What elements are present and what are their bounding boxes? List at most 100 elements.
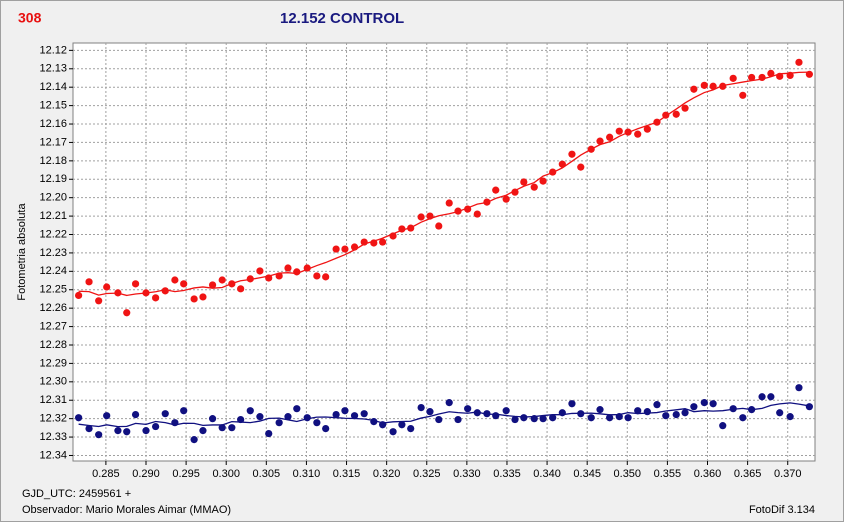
data-point <box>709 82 717 90</box>
data-point <box>417 213 425 221</box>
data-point <box>530 415 538 423</box>
data-point <box>681 409 689 417</box>
data-point <box>379 238 387 246</box>
data-point <box>142 427 150 435</box>
data-point <box>407 424 415 433</box>
data-point <box>370 239 378 247</box>
data-point <box>85 278 93 286</box>
data-point <box>417 403 425 412</box>
data-point <box>767 393 775 401</box>
software: FotoDif 3.134 <box>749 504 815 516</box>
data-point <box>95 297 103 305</box>
data-point <box>729 405 737 413</box>
data-point <box>805 70 813 78</box>
data-point <box>587 414 595 422</box>
x-tick-label: 0.285 <box>92 468 120 480</box>
data-point <box>776 409 784 417</box>
data-point <box>596 406 604 414</box>
data-point <box>624 128 632 136</box>
data-point <box>123 309 131 317</box>
data-point <box>709 400 717 408</box>
data-point <box>672 410 680 419</box>
data-point <box>75 414 83 422</box>
data-point <box>293 405 301 413</box>
data-point <box>473 210 481 218</box>
data-point <box>690 85 698 93</box>
x-tick-label: 0.300 <box>212 468 240 480</box>
data-point <box>303 264 311 272</box>
data-point <box>398 225 406 233</box>
trend-line <box>78 71 810 297</box>
data-point <box>256 267 264 275</box>
data-point <box>729 74 737 82</box>
data-point <box>180 407 188 415</box>
data-point <box>492 186 500 194</box>
data-point <box>341 407 349 415</box>
data-point <box>719 422 727 430</box>
data-point <box>161 410 169 418</box>
data-point <box>454 415 462 424</box>
data-point <box>568 150 576 158</box>
data-point <box>389 428 397 436</box>
y-tick-label: 12.13 <box>39 63 67 75</box>
y-tick-label: 12.18 <box>39 155 67 167</box>
data-point <box>85 424 93 433</box>
data-point <box>511 188 519 196</box>
data-point <box>539 177 547 185</box>
data-point <box>114 289 122 297</box>
data-point <box>719 82 727 90</box>
data-point <box>218 424 226 432</box>
data-point <box>284 413 292 421</box>
y-tick-label: 12.23 <box>39 247 67 259</box>
data-point <box>360 410 368 418</box>
data-point <box>748 73 756 82</box>
y-tick-label: 12.33 <box>39 431 67 443</box>
y-axis-label: Fotometria absoluta <box>16 203 28 301</box>
x-tick-label: 0.330 <box>453 468 481 480</box>
data-point <box>350 243 359 251</box>
data-point <box>511 415 519 424</box>
data-point <box>549 168 557 176</box>
x-tick-label: 0.345 <box>573 468 601 480</box>
data-point <box>634 130 642 138</box>
data-point <box>464 405 472 413</box>
x-tick-label: 0.360 <box>694 468 722 480</box>
x-tick-label: 0.355 <box>654 468 682 480</box>
data-point <box>208 281 217 289</box>
data-point <box>303 414 311 422</box>
x-tick-label: 0.340 <box>533 468 561 480</box>
data-point <box>190 436 198 444</box>
data-point <box>549 414 557 422</box>
y-tick-label: 12.30 <box>39 376 67 388</box>
x-tick-label: 0.320 <box>373 468 401 480</box>
data-point <box>265 429 273 438</box>
data-point <box>539 415 547 423</box>
data-point <box>748 406 756 414</box>
x-tick-label: 0.335 <box>493 468 521 480</box>
y-tick-label: 12.31 <box>39 394 67 406</box>
data-point <box>199 427 207 435</box>
data-point <box>596 137 604 145</box>
x-tick-label: 0.315 <box>333 468 361 480</box>
y-tick-label: 12.25 <box>39 284 67 296</box>
data-point <box>75 291 83 300</box>
y-tick-label: 12.20 <box>39 192 67 204</box>
data-point <box>246 275 254 283</box>
data-point <box>190 295 198 303</box>
data-point <box>577 410 585 418</box>
data-point <box>256 413 264 421</box>
data-point <box>558 160 566 168</box>
data-point <box>615 413 623 421</box>
y-tick-label: 12.17 <box>39 136 67 148</box>
x-axis-label: GJD_UTC: 2459561 + <box>22 488 131 500</box>
data-point <box>228 424 236 432</box>
y-tick-label: 12.21 <box>39 210 67 222</box>
data-point <box>103 412 111 420</box>
data-point <box>332 245 340 253</box>
data-point <box>473 409 481 417</box>
data-point <box>662 412 670 420</box>
data-point <box>758 73 766 82</box>
y-tick-label: 12.16 <box>39 118 67 130</box>
data-point <box>114 427 122 435</box>
